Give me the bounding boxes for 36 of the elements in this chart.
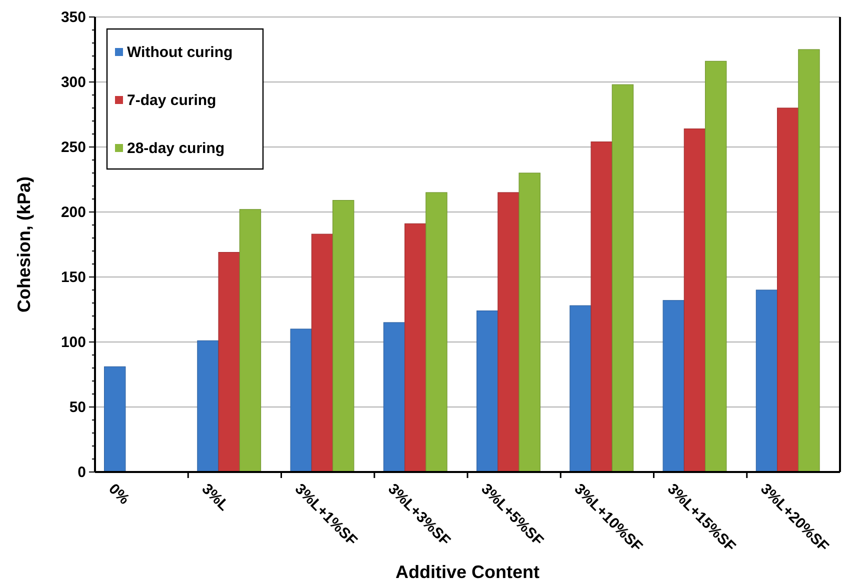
- bar: [590, 142, 612, 472]
- y-tick-label: 0: [78, 464, 86, 481]
- y-tick-label: 350: [60, 8, 86, 26]
- bar: [197, 340, 219, 472]
- x-axis-title: Additive Content: [396, 562, 540, 582]
- bar: [798, 49, 820, 472]
- bar: [704, 60, 727, 472]
- legend-label: 28-day curing: [127, 140, 225, 157]
- bar: [498, 192, 520, 472]
- bar: [239, 209, 262, 472]
- bar: [290, 328, 312, 472]
- bar: [570, 305, 592, 472]
- legend-label: 7-day curing: [127, 92, 216, 109]
- bar: [518, 172, 540, 472]
- y-tick-label: 250: [60, 138, 86, 156]
- bar: [776, 108, 799, 472]
- y-tick-label: 200: [60, 204, 86, 221]
- x-tick-label: 0%: [105, 480, 133, 508]
- bar: [383, 322, 406, 472]
- bar: [662, 300, 684, 472]
- bar: [684, 128, 706, 472]
- bar: [476, 310, 498, 472]
- bar: [104, 366, 126, 472]
- y-axis-title: Cohesion, (kPa): [14, 176, 34, 313]
- bar: [756, 290, 778, 472]
- y-tick-label: 300: [60, 74, 86, 91]
- bar: [332, 200, 354, 472]
- y-tick-label: 150: [60, 268, 86, 286]
- legend-label: Without curing: [127, 44, 233, 61]
- bar: [612, 84, 634, 472]
- y-tick-label: 100: [60, 334, 86, 351]
- bar: [218, 252, 240, 472]
- bar: [404, 223, 426, 472]
- bar: [426, 192, 448, 472]
- y-tick-label: 50: [69, 398, 86, 416]
- bar: [311, 234, 334, 472]
